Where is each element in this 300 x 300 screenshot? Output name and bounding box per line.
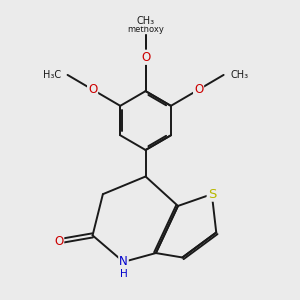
Text: N: N	[119, 255, 128, 268]
Text: O: O	[141, 51, 150, 64]
Text: O: O	[194, 83, 203, 96]
Text: O: O	[141, 51, 150, 64]
Text: CH₃: CH₃	[136, 16, 154, 26]
Text: methoxy: methoxy	[127, 25, 164, 34]
Text: H₃C: H₃C	[43, 70, 61, 80]
Text: S: S	[208, 188, 216, 201]
Text: H: H	[120, 269, 128, 279]
Text: O: O	[54, 235, 63, 248]
Text: O: O	[88, 83, 97, 96]
Text: CH₃: CH₃	[230, 70, 248, 80]
